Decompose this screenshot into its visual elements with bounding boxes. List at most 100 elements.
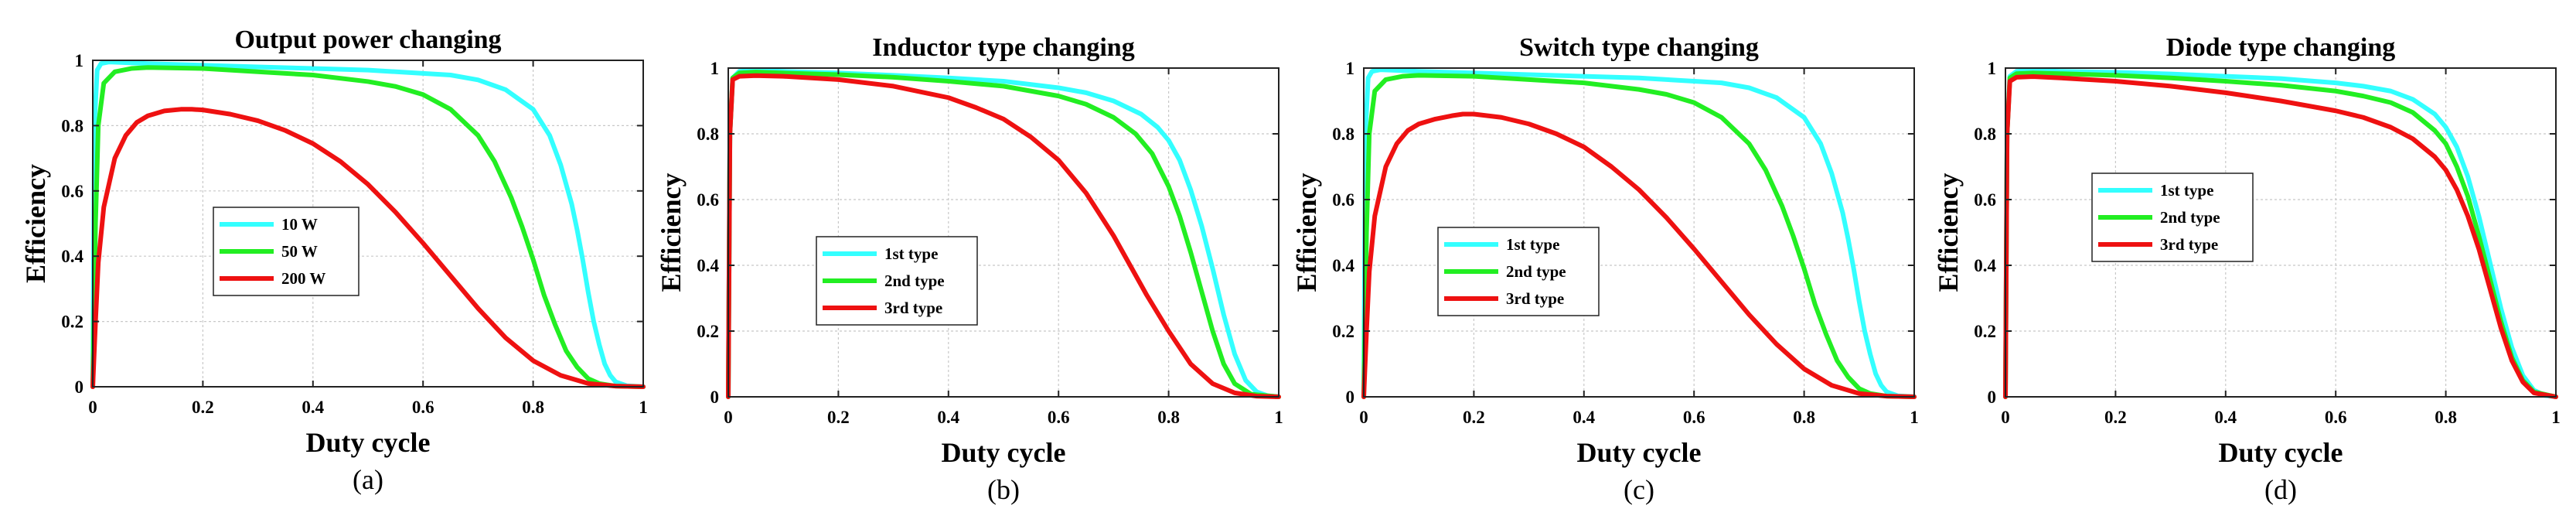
x-tick-label: 0: [724, 408, 733, 427]
legend: 10 W 50 W 200 W: [213, 207, 359, 296]
x-tick-label: 0.6: [412, 398, 434, 417]
chart-panel-0: 0 0.2 0.4 0.6 0.8 1 0 0.2 0.4 0.6 0.8 1 Output power…: [20, 26, 648, 495]
y-tick-label: 0.4: [1974, 256, 1996, 275]
y-tick-label: 0.4: [697, 256, 719, 275]
y-tick-label: 0.6: [697, 190, 719, 210]
legend-label: 1st type: [2160, 181, 2213, 200]
legend-label: 200 W: [281, 269, 325, 288]
x-tick-label: 0.4: [302, 398, 324, 417]
y-tick-label: 0.2: [1332, 322, 1354, 341]
x-tick-label: 1: [1910, 408, 1919, 427]
panel-caption: (d): [2264, 474, 2297, 505]
x-tick-label: 0: [88, 398, 97, 417]
legend: 1st type 2nd type 3rd type: [1437, 227, 1600, 316]
chart-panel-3: 0 0.2 0.4 0.6 0.8 1 0 0.2 0.4 0.6 0.8 1 Diode type c…: [1933, 33, 2561, 505]
x-tick-label: 0.2: [827, 408, 850, 427]
y-tick-label: 0.8: [61, 116, 83, 135]
x-axis-label: Duty cycle: [2219, 437, 2343, 468]
legend-label: 2nd type: [2160, 208, 2220, 227]
x-tick-label: 0.4: [2214, 408, 2237, 427]
axes-frame: [727, 67, 1279, 398]
x-tick-label: 0: [1359, 408, 1368, 427]
y-axis-label: Efficiency: [1291, 173, 1322, 292]
series-line-green: [726, 70, 1281, 399]
axes-frame: [2005, 67, 2557, 398]
x-tick-label: 0.6: [2325, 408, 2347, 427]
y-tick-label: 0.8: [1332, 125, 1354, 144]
x-tick-label: 1: [1274, 408, 1283, 427]
x-tick-label: 1: [639, 398, 648, 417]
y-tick-label: 0.4: [61, 247, 83, 266]
x-tick-label: 0.8: [522, 398, 544, 417]
y-axis-label: Efficiency: [20, 164, 51, 283]
panel-caption: (b): [987, 474, 1020, 505]
x-tick-label: 0.2: [2104, 408, 2127, 427]
y-tick-label: 1: [1346, 59, 1355, 78]
x-tick-label: 0.8: [1157, 408, 1180, 427]
chart-panel-2: 0 0.2 0.4 0.6 0.8 1 0 0.2 0.4 0.6 0.8 1 Switch type …: [1291, 33, 1919, 505]
series-line-red: [2003, 74, 2558, 399]
series-line-red: [726, 73, 1281, 399]
legend-label: 1st type: [884, 244, 938, 263]
y-tick-label: 0.2: [1974, 322, 1996, 341]
x-tick-label: 0.6: [1683, 408, 1705, 427]
y-tick-label: 0.6: [1974, 190, 1996, 210]
y-tick-label: 1: [1988, 59, 1997, 78]
legend-label: 1st type: [1506, 235, 1559, 254]
x-tick-label: 0.6: [1048, 408, 1070, 427]
x-tick-label: 0.4: [1573, 408, 1595, 427]
y-tick-label: 0.2: [61, 313, 83, 332]
y-tick-label: 0: [710, 388, 720, 407]
legend-label: 3rd type: [884, 299, 942, 317]
axes-frame: [92, 60, 644, 388]
y-tick-label: 0: [75, 377, 84, 397]
series-line-green: [90, 65, 646, 389]
x-axis-label: Duty cycle: [1577, 437, 1702, 468]
y-tick-label: 0: [1346, 388, 1355, 407]
chart-title: Output power changing: [234, 26, 501, 54]
legend-label: 2nd type: [884, 272, 945, 290]
y-tick-label: 0.6: [61, 182, 83, 201]
chart-title: Inductor type changing: [872, 33, 1134, 62]
legend-label: 10 W: [281, 215, 318, 234]
x-tick-label: 0.8: [1793, 408, 1815, 427]
series-line-red: [90, 107, 646, 389]
x-tick-label: 0.4: [937, 408, 959, 427]
x-axis-label: Duty cycle: [942, 437, 1066, 468]
legend-label: 50 W: [281, 242, 318, 261]
series-line-cyan: [2003, 67, 2558, 399]
x-tick-label: 0.8: [2435, 408, 2457, 427]
legend: 1st type 2nd type 3rd type: [816, 236, 978, 326]
y-tick-label: 1: [710, 59, 720, 78]
axes-frame: [1363, 67, 1915, 398]
panel-caption: (a): [353, 464, 383, 495]
y-tick-label: 0.6: [1332, 190, 1354, 210]
legend-label: 2nd type: [1506, 262, 1566, 281]
series-line-green: [1361, 73, 1917, 399]
y-tick-label: 0.8: [1974, 125, 1996, 144]
chart-title: Diode type changing: [2166, 33, 2396, 62]
x-axis-label: Duty cycle: [306, 427, 431, 458]
y-tick-label: 1: [75, 51, 84, 70]
series-line-cyan: [90, 60, 646, 389]
y-axis-label: Efficiency: [656, 173, 687, 292]
x-tick-label: 0.2: [1463, 408, 1485, 427]
legend: 1st type 2nd type 3rd type: [2091, 172, 2254, 262]
chart-title: Switch type changing: [1519, 33, 1759, 62]
x-tick-label: 0.2: [192, 398, 214, 417]
legend-label: 3rd type: [1506, 289, 1564, 308]
series-line-cyan: [1361, 67, 1917, 399]
x-tick-label: 0: [2001, 408, 2010, 427]
legend-label: 3rd type: [2160, 235, 2218, 254]
y-tick-label: 0.8: [697, 125, 719, 144]
series-line-red: [1361, 111, 1917, 399]
y-tick-label: 0.2: [697, 322, 719, 341]
y-tick-label: 0.4: [1332, 256, 1354, 275]
y-tick-label: 0: [1988, 388, 1997, 407]
panel-caption: (c): [1624, 474, 1654, 505]
x-tick-label: 1: [2551, 408, 2561, 427]
y-axis-label: Efficiency: [1933, 173, 1964, 292]
chart-panel-1: 0 0.2 0.4 0.6 0.8 1 0 0.2 0.4 0.6 0.8 1 Inductor typ…: [656, 33, 1283, 505]
plot-area: [93, 60, 643, 387]
